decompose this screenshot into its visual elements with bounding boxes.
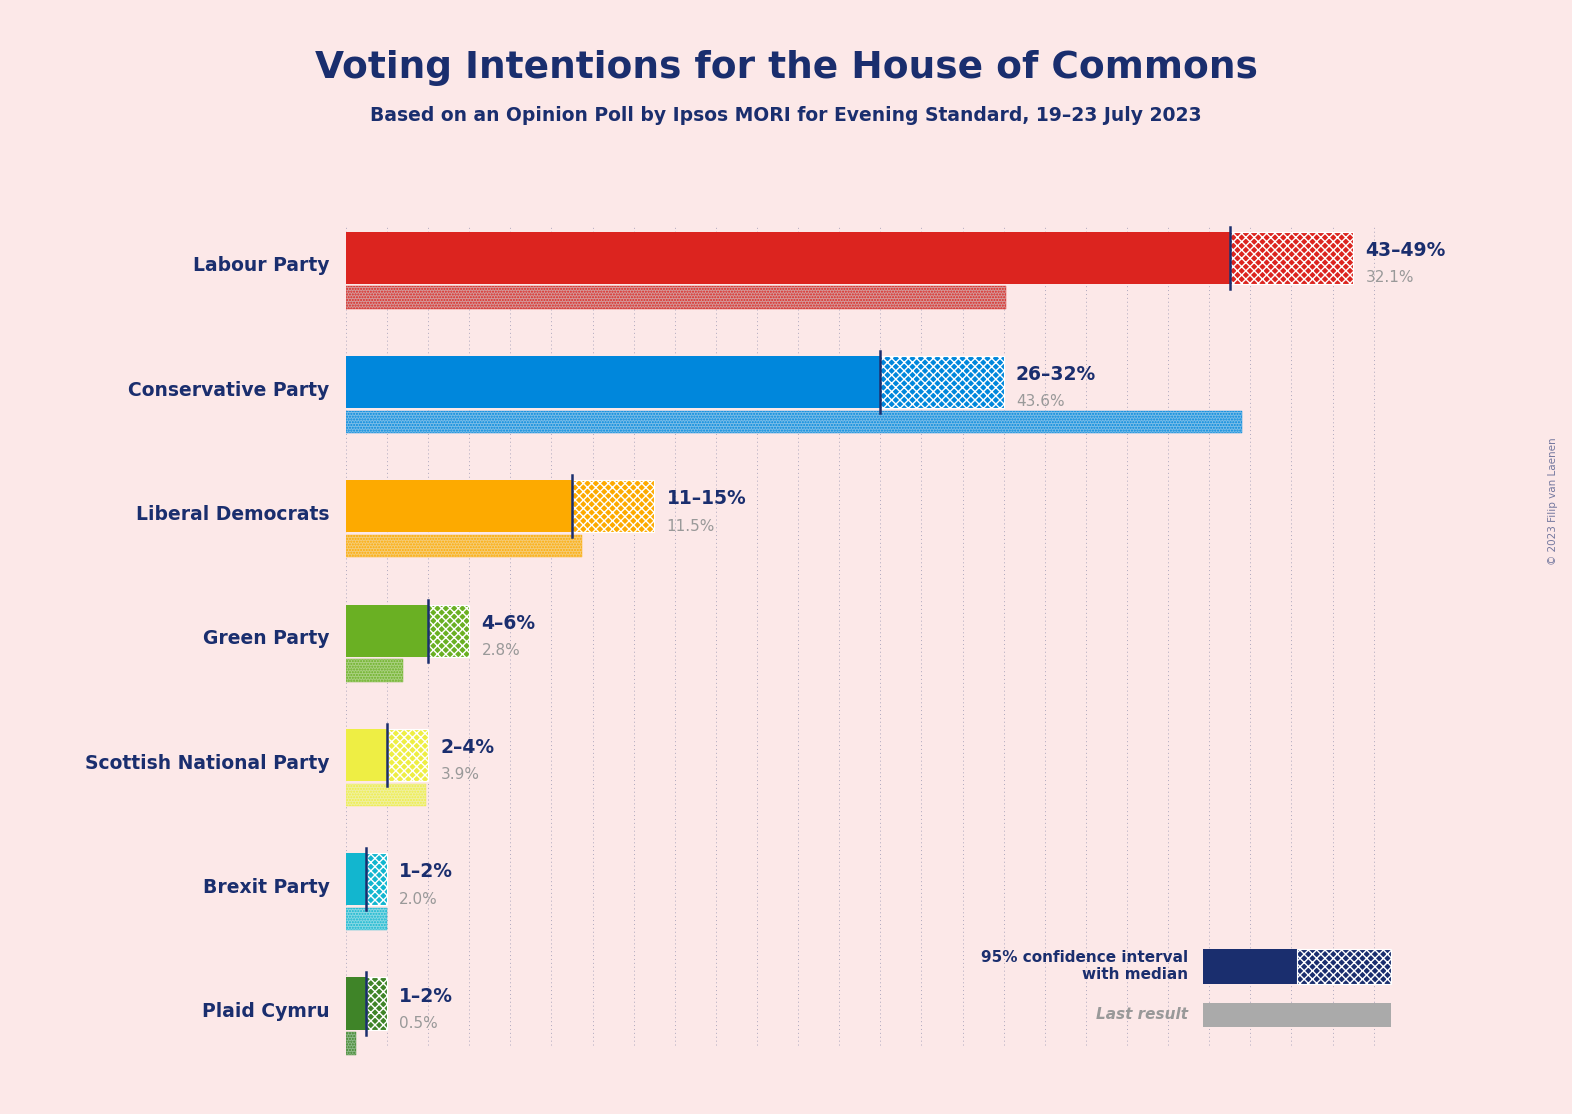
Bar [346, 908, 387, 930]
Bar [346, 783, 426, 805]
Bar [346, 355, 880, 408]
Bar [572, 480, 654, 532]
Bar [387, 729, 428, 781]
Text: © 2023 Filip van Laenen: © 2023 Filip van Laenen [1548, 438, 1558, 565]
Text: 3.9%: 3.9% [440, 768, 479, 782]
Text: 43–49%: 43–49% [1366, 241, 1446, 260]
Text: Last result: Last result [1096, 1007, 1188, 1023]
Bar [346, 232, 1229, 284]
Text: Based on an Opinion Poll by Ipsos MORI for Evening Standard, 19–23 July 2023: Based on an Opinion Poll by Ipsos MORI f… [369, 106, 1203, 125]
Text: Scottish National Party: Scottish National Party [85, 753, 330, 772]
Bar [346, 853, 366, 906]
Bar [366, 977, 387, 1029]
Bar [346, 411, 1242, 433]
Text: Conservative Party: Conservative Party [129, 381, 330, 400]
Bar [346, 977, 366, 1029]
Bar [1297, 948, 1391, 984]
Bar [346, 605, 428, 657]
Text: Green Party: Green Party [203, 629, 330, 648]
Bar [346, 1033, 357, 1055]
Text: 4–6%: 4–6% [481, 614, 536, 633]
Bar [880, 355, 1003, 408]
Text: 0.5%: 0.5% [399, 1016, 439, 1030]
Text: 11.5%: 11.5% [667, 519, 715, 534]
Bar [346, 535, 582, 557]
Text: 95% confidence interval
with median: 95% confidence interval with median [981, 950, 1188, 983]
Text: Voting Intentions for the House of Commons: Voting Intentions for the House of Commo… [314, 50, 1258, 86]
Text: Liberal Democrats: Liberal Democrats [135, 505, 330, 524]
Bar [428, 605, 468, 657]
Text: 32.1%: 32.1% [1366, 270, 1413, 285]
Text: 2.8%: 2.8% [481, 643, 520, 658]
Bar [346, 659, 404, 682]
Bar [346, 535, 582, 557]
Text: 1–2%: 1–2% [399, 987, 453, 1006]
Text: Brexit Party: Brexit Party [203, 878, 330, 897]
Text: 11–15%: 11–15% [667, 489, 747, 508]
Bar [1229, 232, 1353, 284]
Text: 2.0%: 2.0% [399, 891, 439, 907]
Text: Labour Party: Labour Party [193, 256, 330, 275]
Text: 1–2%: 1–2% [399, 862, 453, 881]
Text: Plaid Cymru: Plaid Cymru [201, 1003, 330, 1022]
Bar [366, 853, 387, 906]
Bar [346, 480, 572, 532]
Bar [346, 286, 1006, 309]
Text: 43.6%: 43.6% [1016, 394, 1064, 410]
Bar [346, 411, 1242, 433]
Bar [346, 783, 426, 805]
Bar [346, 286, 1006, 309]
Text: 2–4%: 2–4% [440, 737, 495, 758]
Bar [346, 659, 404, 682]
Text: 26–32%: 26–32% [1016, 365, 1096, 384]
Bar [346, 1033, 357, 1055]
Bar [346, 908, 387, 930]
Bar [1203, 1003, 1391, 1027]
Bar [1203, 948, 1297, 984]
Bar [346, 729, 387, 781]
